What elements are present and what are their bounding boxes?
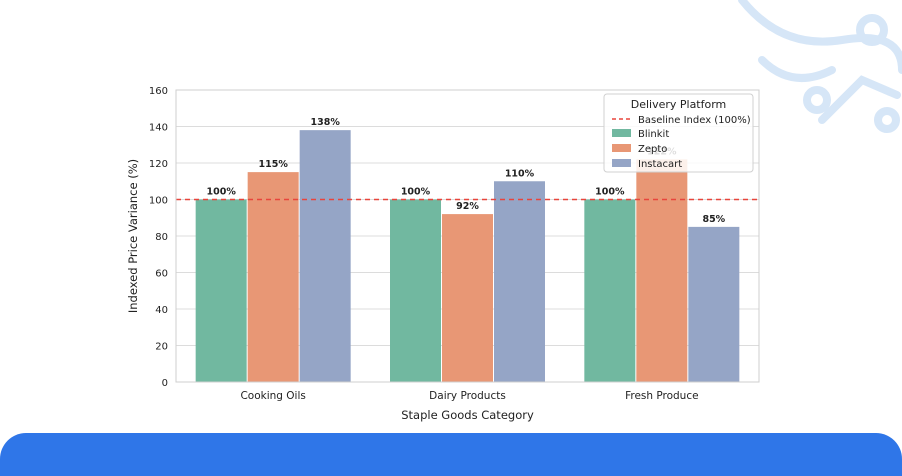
y-axis-label: Indexed Price Variance (%)	[126, 159, 140, 313]
bars	[195, 130, 740, 382]
y-tick-label: 20	[155, 342, 168, 353]
x-tick-label: Cooking Oils	[240, 390, 305, 402]
legend-title: Delivery Platform	[631, 98, 727, 111]
bar-value-label: 100%	[401, 187, 431, 198]
bar-value-label: 138%	[310, 117, 340, 128]
y-tick-label: 40	[155, 305, 168, 316]
legend: Delivery Platform Baseline Index (100%) …	[603, 93, 754, 173]
y-tick-label: 80	[155, 232, 168, 243]
legend-blinkit-label: Blinkit	[638, 129, 669, 140]
circuit-decoration-icon	[738, 0, 902, 133]
y-tick-label: 140	[149, 123, 168, 134]
bar-value-label: 110%	[505, 168, 535, 179]
bar-value-label: 100%	[206, 187, 236, 198]
plot-frame	[175, 89, 760, 383]
legend-zepto-swatch	[612, 144, 631, 152]
bar-instacart	[494, 181, 545, 382]
bar-blinkit	[584, 199, 636, 382]
x-tick-labels: Cooking Oils Dairy Products Fresh Produce	[240, 390, 698, 402]
y-tick-label: 0	[162, 378, 168, 389]
y-tick-label: 100	[149, 196, 168, 207]
bar-zepto	[442, 214, 493, 382]
bar-instacart	[688, 226, 740, 382]
legend-blinkit-swatch	[612, 129, 631, 137]
x-tick-label: Dairy Products	[429, 390, 506, 402]
bar-blinkit	[390, 199, 441, 382]
legend-instacart-label: Instacart	[638, 159, 682, 170]
x-axis-label: Staple Goods Category	[401, 408, 534, 422]
y-tick-label: 60	[155, 269, 168, 280]
bar-zepto	[636, 159, 688, 382]
bottom-banner	[0, 433, 902, 476]
legend-zepto-label: Zepto	[638, 144, 667, 155]
x-tick-label: Fresh Produce	[625, 390, 699, 402]
bar-value-label: 85%	[702, 214, 725, 225]
bar-value-label: 100%	[595, 187, 625, 198]
bar-zepto	[247, 172, 299, 382]
legend-box	[603, 93, 754, 173]
legend-baseline-label: Baseline Index (100%)	[638, 115, 751, 126]
y-tick-labels: 0 20 40 60 80 100 120 140 160	[149, 86, 168, 389]
y-tick-label: 120	[149, 159, 168, 170]
bar-value-label: 92%	[456, 201, 479, 212]
bar-blinkit	[195, 199, 247, 382]
legend-instacart-swatch	[612, 159, 631, 167]
y-tick-label: 160	[149, 86, 168, 97]
bar-value-label: 115%	[258, 159, 288, 170]
bar-instacart	[299, 130, 351, 382]
